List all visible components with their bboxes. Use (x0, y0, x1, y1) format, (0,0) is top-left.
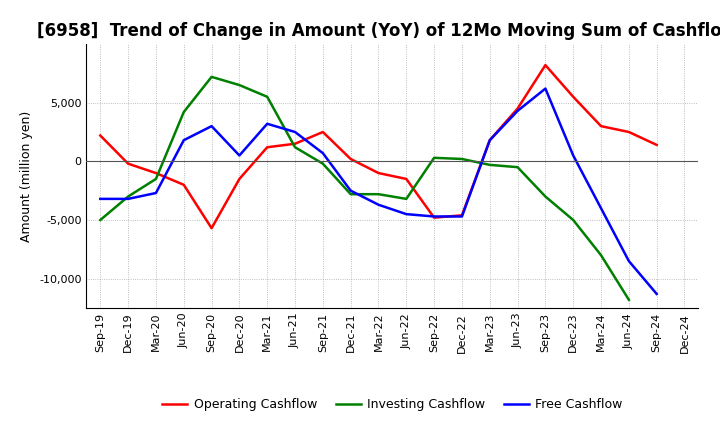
Investing Cashflow (513, 165, 522, 170)
Operating Cashflow (513, 106, 522, 111)
Investing Cashflow (346, 191, 355, 197)
Operating Cashflow (263, 145, 271, 150)
Free Cashflow (291, 129, 300, 135)
Free Cashflow (318, 150, 327, 156)
Operating Cashflow (624, 129, 633, 135)
Free Cashflow (458, 214, 467, 219)
Investing Cashflow (291, 145, 300, 150)
Operating Cashflow (485, 138, 494, 143)
Free Cashflow (263, 121, 271, 126)
Free Cashflow (569, 153, 577, 158)
Operating Cashflow (346, 156, 355, 161)
Investing Cashflow (485, 162, 494, 168)
Investing Cashflow (374, 191, 383, 197)
Free Cashflow (541, 86, 550, 91)
Free Cashflow (485, 138, 494, 143)
Investing Cashflow (430, 155, 438, 161)
Investing Cashflow (124, 194, 132, 199)
Operating Cashflow (152, 170, 161, 176)
Free Cashflow (346, 188, 355, 193)
Free Cashflow (597, 205, 606, 211)
Operating Cashflow (402, 176, 410, 182)
Investing Cashflow (207, 74, 216, 80)
Investing Cashflow (569, 217, 577, 223)
Operating Cashflow (179, 182, 188, 187)
Line: Free Cashflow: Free Cashflow (100, 88, 657, 294)
Free Cashflow (624, 258, 633, 264)
Line: Investing Cashflow: Investing Cashflow (100, 77, 629, 300)
Free Cashflow (152, 191, 161, 196)
Investing Cashflow (179, 110, 188, 115)
Operating Cashflow (318, 129, 327, 135)
Line: Operating Cashflow: Operating Cashflow (100, 65, 657, 228)
Free Cashflow (402, 212, 410, 217)
Free Cashflow (430, 214, 438, 219)
Free Cashflow (124, 196, 132, 202)
Operating Cashflow (207, 226, 216, 231)
Operating Cashflow (541, 62, 550, 68)
Operating Cashflow (124, 161, 132, 166)
Legend: Operating Cashflow, Investing Cashflow, Free Cashflow: Operating Cashflow, Investing Cashflow, … (158, 393, 627, 416)
Free Cashflow (513, 108, 522, 114)
Operating Cashflow (597, 124, 606, 129)
Investing Cashflow (597, 253, 606, 258)
Operating Cashflow (458, 213, 467, 218)
Free Cashflow (207, 124, 216, 129)
Operating Cashflow (291, 141, 300, 147)
Investing Cashflow (541, 194, 550, 199)
Free Cashflow (235, 153, 243, 158)
Free Cashflow (96, 196, 104, 202)
Operating Cashflow (652, 142, 661, 147)
Free Cashflow (652, 291, 661, 297)
Operating Cashflow (430, 215, 438, 220)
Investing Cashflow (318, 161, 327, 166)
Free Cashflow (179, 138, 188, 143)
Investing Cashflow (624, 297, 633, 302)
Operating Cashflow (96, 133, 104, 138)
Investing Cashflow (235, 82, 243, 88)
Title: [6958]  Trend of Change in Amount (YoY) of 12Mo Moving Sum of Cashflows: [6958] Trend of Change in Amount (YoY) o… (37, 22, 720, 40)
Operating Cashflow (569, 94, 577, 99)
Investing Cashflow (152, 176, 161, 182)
Operating Cashflow (235, 176, 243, 182)
Investing Cashflow (402, 196, 410, 202)
Investing Cashflow (458, 156, 467, 161)
Y-axis label: Amount (million yen): Amount (million yen) (20, 110, 34, 242)
Investing Cashflow (263, 94, 271, 99)
Operating Cashflow (374, 170, 383, 176)
Investing Cashflow (96, 217, 104, 223)
Free Cashflow (374, 202, 383, 207)
